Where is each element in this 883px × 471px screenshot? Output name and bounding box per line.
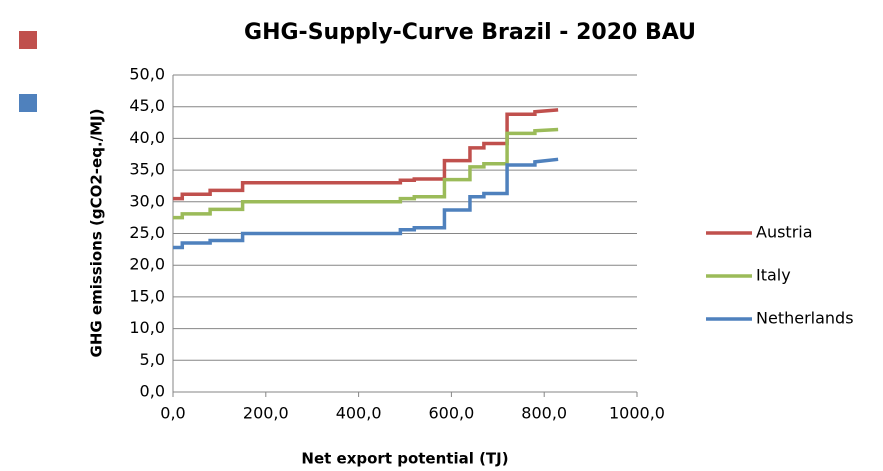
x-tick-label: 600,0: [428, 404, 474, 423]
chart-title: GHG-Supply-Curve Brazil - 2020 BAU: [244, 20, 696, 45]
x-tick-label: 800,0: [521, 404, 567, 423]
y-tick-label: 25,0: [129, 223, 165, 242]
y-tick-label: 40,0: [129, 128, 165, 147]
y-tick-label: 5,0: [140, 350, 165, 369]
y-tick-label: 45,0: [129, 96, 165, 115]
legend-label: Netherlands: [756, 309, 854, 328]
y-tick-label: 35,0: [129, 160, 165, 179]
y-tick-label: 50,0: [129, 65, 165, 84]
legend-label: Italy: [756, 266, 791, 285]
x-axis-label: Net export potential (TJ): [301, 450, 508, 468]
decor-square: [19, 94, 37, 112]
x-tick-label: 400,0: [336, 404, 382, 423]
series-line: [173, 108, 559, 201]
y-axis-label: GHG emissions (gCO2-eq./MJ): [88, 109, 106, 358]
y-tick-label: 30,0: [129, 191, 165, 210]
series-line: [173, 127, 559, 220]
series-line: [173, 157, 559, 250]
y-tick-label: 20,0: [129, 255, 165, 274]
y-tick-label: 0,0: [140, 382, 165, 401]
decor-square: [19, 31, 37, 49]
x-tick-label: 0,0: [160, 404, 185, 423]
x-tick-label: 200,0: [243, 404, 289, 423]
legend-label: Austria: [756, 223, 813, 242]
x-tick-label: 1000,0: [609, 404, 665, 423]
y-tick-label: 15,0: [129, 286, 165, 305]
y-tick-label: 10,0: [129, 318, 165, 337]
